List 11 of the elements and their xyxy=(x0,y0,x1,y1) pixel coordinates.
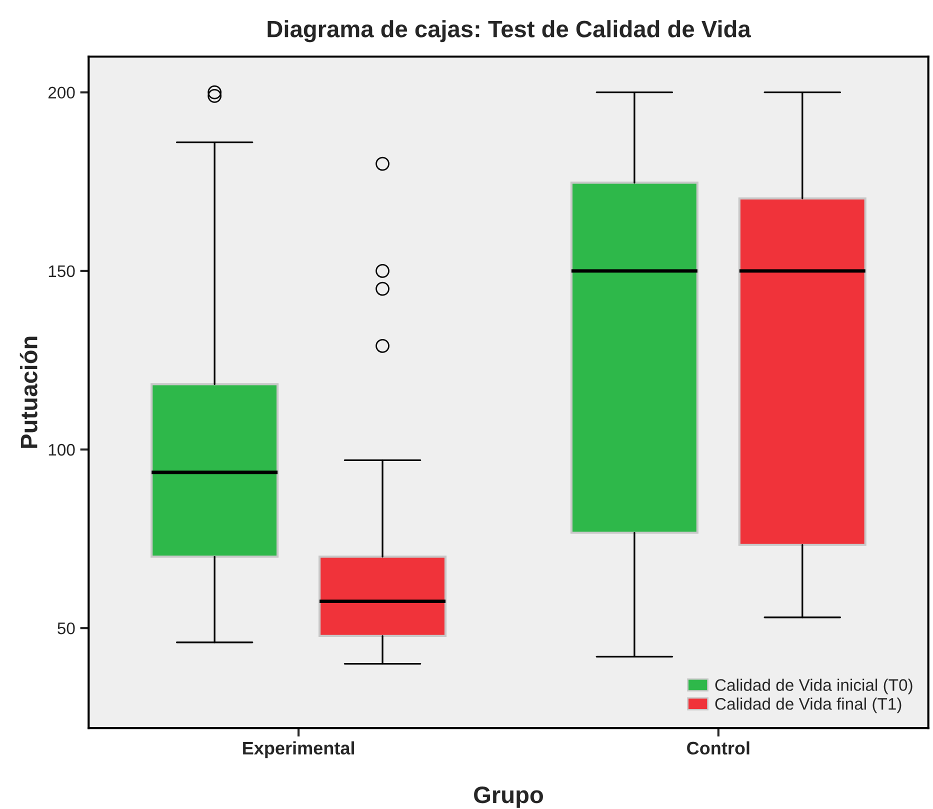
y-tick-label: 50 xyxy=(58,622,75,634)
x-axis-title: Grupo xyxy=(474,786,543,808)
y-tick-label: 150 xyxy=(48,265,75,278)
legend-label: Calidad de Vida final (T1) xyxy=(715,698,902,714)
y-tick-label: 200 xyxy=(48,86,75,99)
x-tick-label: Control xyxy=(687,741,750,755)
y-axis-title: Putuación xyxy=(20,336,38,448)
chart-title: Diagrama de cajas: Test de Calidad de Vida xyxy=(268,20,751,42)
x-tick-label: Experimental xyxy=(243,741,354,758)
y-tick-label: 100 xyxy=(48,444,75,456)
legend-label: Calidad de Vida inicial (T0) xyxy=(715,678,912,694)
